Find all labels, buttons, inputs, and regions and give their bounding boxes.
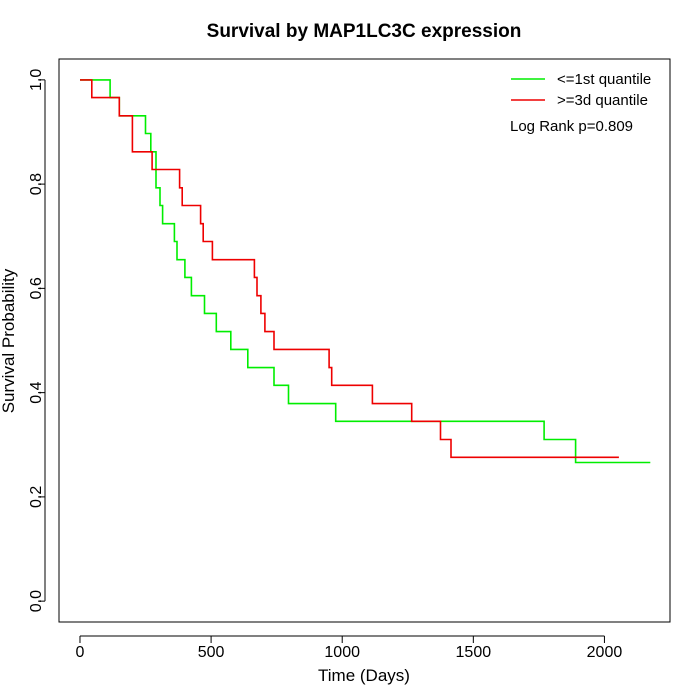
- y-tick-label: 0.4: [28, 381, 45, 403]
- legend-label: >=3d quantile: [557, 92, 648, 109]
- legend-label: <=1st quantile: [557, 71, 651, 88]
- x-axis-label: Time (Days): [318, 666, 410, 685]
- y-tick-label: 0.6: [28, 277, 45, 299]
- series-layer: [80, 79, 651, 464]
- x-tick-label: 0: [76, 644, 85, 661]
- x-tick-label: 2000: [587, 644, 623, 661]
- series-line-1: [80, 79, 619, 459]
- log-rank-annotation: Log Rank p=0.809: [510, 118, 633, 135]
- y-tick-label: 0.0: [28, 590, 45, 612]
- y-axis-label: Survival Probability: [0, 268, 18, 413]
- x-axis: 0 500 1000 1500 2000: [76, 635, 623, 661]
- legend: <=1st quantile >=3d quantile: [511, 71, 651, 109]
- x-tick-label: 1500: [456, 644, 492, 661]
- x-tick-label: 500: [198, 644, 225, 661]
- y-tick-label: 1.0: [28, 69, 45, 91]
- x-tick-label: 1000: [324, 644, 360, 661]
- plot-frame: [58, 58, 671, 623]
- y-axis: 0.0 0.2 0.4 0.6 0.8 1.0: [28, 69, 46, 612]
- chart-title: Survival by MAP1LC3C expression: [207, 21, 522, 42]
- y-tick-label: 0.2: [28, 486, 45, 508]
- series-line-0: [80, 79, 651, 464]
- y-tick-label: 0.8: [28, 173, 45, 195]
